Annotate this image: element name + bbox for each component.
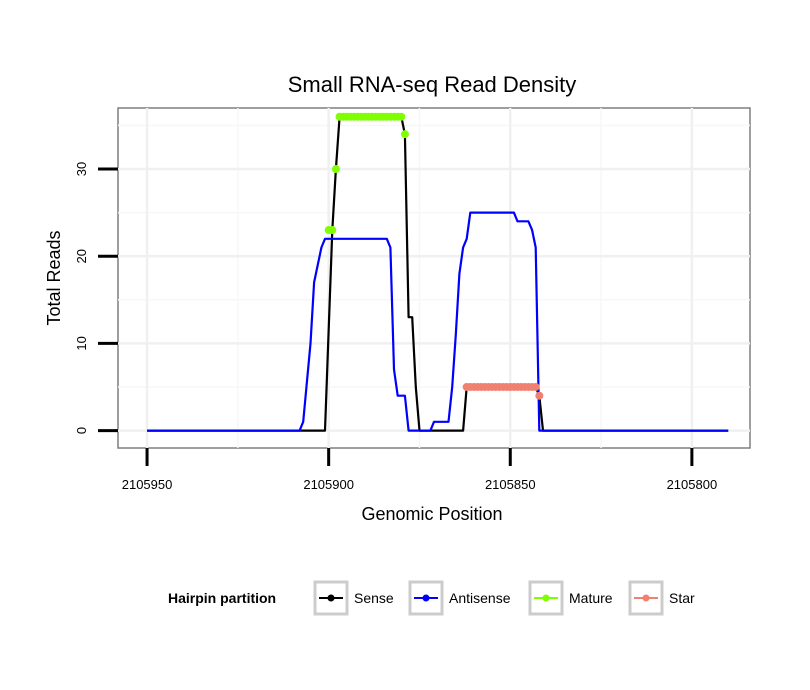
y-tick-label: 0	[74, 427, 89, 434]
legend-label-star: Star	[669, 590, 695, 606]
plot-panel	[117, 107, 751, 449]
x-tick-label: 2105800	[667, 477, 718, 492]
legend-item-mature: Mature	[528, 580, 613, 616]
star-point	[535, 391, 544, 400]
series-layer	[147, 112, 729, 432]
mature-point	[328, 226, 337, 235]
mature-point	[331, 165, 340, 174]
y-axis-title: Total Reads	[44, 230, 64, 325]
x-axis: 2105950 2105900 2105850 2105800	[122, 448, 717, 492]
legend-item-sense: Sense	[313, 580, 394, 616]
y-tick-label: 20	[74, 249, 89, 263]
legend-label-antisense: Antisense	[449, 590, 511, 606]
legend-key-point	[327, 594, 335, 602]
star-point	[531, 382, 540, 391]
legend-key-point	[422, 594, 430, 602]
x-tick-label: 2105900	[303, 477, 354, 492]
antisense-series-line	[147, 211, 729, 432]
y-tick-label: 30	[74, 162, 89, 176]
legend-items: Sense Antisense Mature Star	[313, 580, 695, 616]
x-tick-label: 2105850	[485, 477, 536, 492]
legend-item-star: Star	[628, 580, 695, 616]
plot-background	[117, 107, 751, 449]
legend-key-point	[542, 594, 550, 602]
y-axis: 0 10 20 30	[74, 162, 118, 434]
mature-point	[397, 112, 406, 121]
y-tick-label: 10	[74, 336, 89, 350]
legend-label-sense: Sense	[354, 590, 394, 606]
legend: Hairpin partition Sense Antisense Mature St…	[168, 580, 695, 616]
legend-label-mature: Mature	[569, 590, 613, 606]
legend-item-antisense: Antisense	[408, 580, 511, 616]
legend-key-point	[642, 594, 650, 602]
chart-title: Small RNA-seq Read Density	[288, 72, 577, 97]
x-tick-label: 2105950	[122, 477, 173, 492]
mature-point	[400, 130, 409, 139]
x-axis-title: Genomic Position	[361, 504, 502, 524]
mature-series	[324, 112, 409, 235]
star-series	[462, 382, 544, 400]
legend-title: Hairpin partition	[168, 590, 276, 606]
